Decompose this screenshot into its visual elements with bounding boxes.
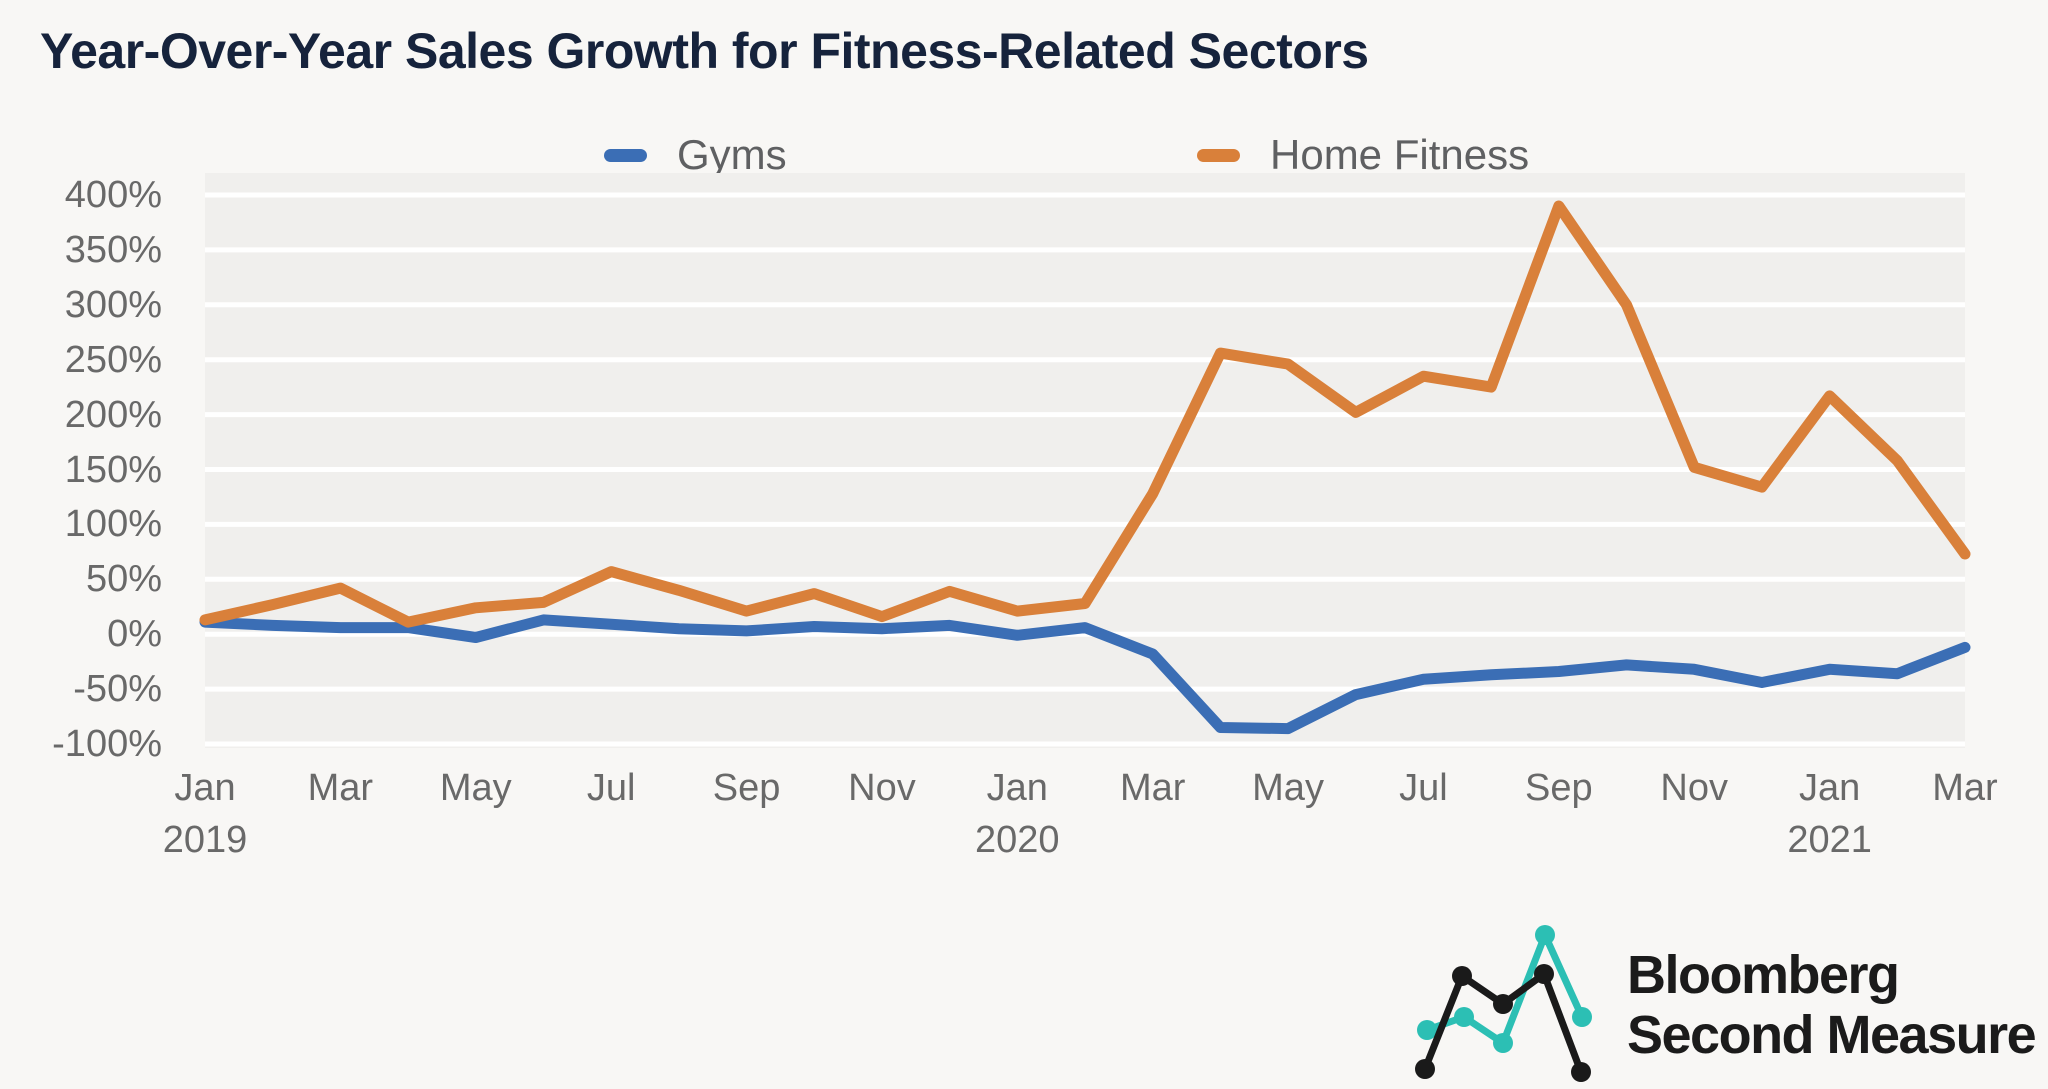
y-tick-label-400%: 400% [64, 174, 162, 216]
logo-line-dot [1571, 1062, 1591, 1082]
logo-wordmark-line1: Bloomberg [1627, 945, 1900, 1005]
y-tick-label-350%: 350% [64, 228, 162, 271]
logo-line-dot [1534, 964, 1554, 984]
legend-label-home-fitness: Home Fitness [1270, 131, 1530, 178]
x-tick-label-12: Jan [1798, 767, 1861, 809]
x-tick-label-4: Sep [712, 767, 781, 809]
x-tick-label-9: Jul [1399, 767, 1448, 809]
x-tick-label-11: Nov [1660, 767, 1728, 809]
y-tick-label-0%: 0% [107, 613, 162, 656]
x-tick-label-6: Jan [986, 767, 1048, 809]
bloomberg-second-measure-logo: Bloomberg Second Measure [1415, 915, 2037, 1085]
x-tick-year-2021: 2021 [1787, 819, 1872, 861]
legend-item-home-fitness: Home Fitness [1197, 130, 1529, 180]
logo-line-dot [1493, 1033, 1513, 1053]
logo-teal-line [1425, 925, 1586, 1049]
y-tick-label-200%: 200% [64, 393, 162, 436]
plot-background [205, 173, 1965, 748]
logo-line-dot [1415, 1059, 1435, 1079]
y-tick-label--50%: -50% [73, 668, 162, 711]
logo-line-dot [1572, 1007, 1592, 1027]
y-tick-label-100%: 100% [64, 503, 162, 546]
x-tick-label-13: Mar [1932, 767, 1998, 809]
y-tick-label-50%: 50% [85, 558, 162, 601]
logo-line-dot [1535, 925, 1555, 945]
y-tick-label-250%: 250% [64, 338, 162, 381]
logo-line-dot [1452, 966, 1472, 986]
x-tick-label-1: Mar [307, 767, 374, 809]
logo-zigzag-chart-icon [1415, 925, 1592, 1082]
x-tick-label-8: May [1252, 767, 1324, 809]
series-line-gyms [199, 614, 1971, 735]
logo-line-dot [1417, 1020, 1437, 1040]
x-tick-label-10: Sep [1525, 767, 1593, 809]
x-tick-label-3: Jul [586, 767, 636, 809]
x-tick-label-5: Nov [848, 767, 916, 809]
x-tick-year-2020: 2020 [975, 819, 1060, 861]
logo-wordmark-line2: Second Measure [1627, 1005, 2037, 1065]
logo-wordmark: Bloomberg Second Measure [1627, 945, 2037, 1065]
legend: Gyms Home Fitness [0, 130, 2048, 180]
x-tick-label-2: May [439, 767, 512, 809]
y-tick-label-300%: 300% [64, 283, 162, 326]
legend-label-gyms: Gyms [677, 131, 787, 178]
x-tick-label-7: Mar [1119, 767, 1186, 809]
x-tick-label-0: Jan [174, 767, 236, 809]
series-line-home-fitness [199, 200, 1971, 628]
logo-line-dot [1454, 1007, 1474, 1027]
home-fitness-series-swatch-icon [1197, 148, 1240, 162]
legend-item-gyms: Gyms [604, 130, 787, 180]
y-tick-label-150%: 150% [64, 448, 162, 491]
gyms-series-swatch-icon [604, 148, 647, 162]
logo-line-dot [1493, 994, 1513, 1014]
x-tick-year-2019: 2019 [162, 819, 248, 861]
y-tick-label--100%: -100% [52, 723, 162, 765]
chart-title: Year-Over-Year Sales Growth for Fitness-… [40, 23, 1369, 79]
